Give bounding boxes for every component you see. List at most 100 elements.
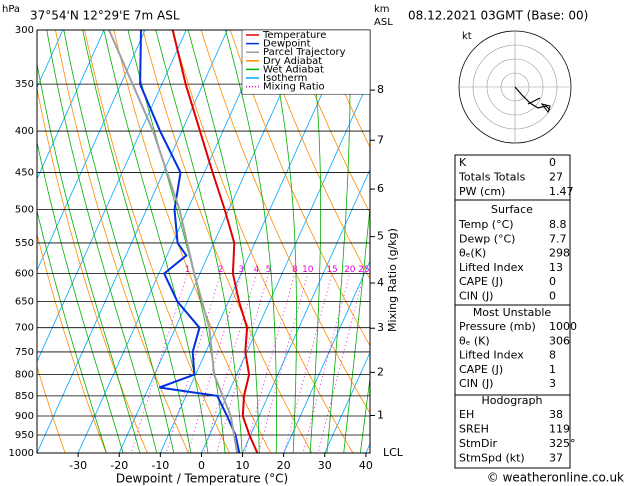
wet-adiabat <box>46 30 158 453</box>
isotherm <box>324 351 370 453</box>
table-label: CAPE (J) <box>459 363 503 376</box>
y-tick-label: 850 <box>15 391 34 402</box>
table-label: Dewp (°C) <box>459 232 515 245</box>
km-tick-label: 6 <box>377 182 384 195</box>
km-tick-label: 7 <box>377 133 384 146</box>
table-title: Most Unstable <box>473 306 552 319</box>
x-tick-label: 20 <box>277 459 291 472</box>
table-label: StmSpd (kt) <box>459 452 525 465</box>
isotherm <box>242 168 370 453</box>
background-lines <box>37 0 629 470</box>
dry-adiabat <box>84 30 231 453</box>
x-tick-label: 0 <box>198 459 205 472</box>
legend-label: Temperature <box>262 30 326 41</box>
isotherm <box>200 77 370 453</box>
wet-adiabat <box>359 375 370 453</box>
table-value: 37 <box>549 452 563 465</box>
mixing-ratio-label: 8 <box>292 265 298 275</box>
isotherm <box>37 30 105 180</box>
table-value: 38 <box>549 408 563 421</box>
isotherm <box>37 30 228 453</box>
x-tick-label: 10 <box>236 459 250 472</box>
table-label: Totals Totals <box>458 171 526 184</box>
mixing-ratio-line <box>187 273 242 453</box>
table-value: 13 <box>549 261 563 274</box>
table-label: Temp (°C) <box>458 218 514 231</box>
mixing-ratio-label: 20 <box>344 265 356 275</box>
table-label: θₑ(K) <box>459 247 486 260</box>
table-title: Hodograph <box>482 394 543 407</box>
table-label: StmDir <box>459 437 498 450</box>
table-title: Surface <box>491 203 533 216</box>
wet-adiabat <box>155 30 243 453</box>
table-box <box>454 394 571 469</box>
mixing-ratio-label: 2 <box>218 265 224 275</box>
wet-adiabat <box>103 30 209 453</box>
table-value: 1.47 <box>549 185 574 198</box>
legend-box <box>241 29 371 95</box>
table-value: 298 <box>549 247 570 260</box>
table-value: 7.7 <box>549 232 567 245</box>
pressure-unit: hPa <box>2 4 20 15</box>
x-tick-label: -10 <box>151 459 169 472</box>
legend-label: Dry Adiabat <box>263 56 322 67</box>
y-tick-label: 450 <box>15 167 34 178</box>
mixing-ratio-line <box>302 273 351 453</box>
x-tick-label: -20 <box>110 459 128 472</box>
table-label: K <box>459 156 467 169</box>
mixing-ratio-line <box>216 273 269 453</box>
table-value: 8.8 <box>549 218 567 231</box>
mixing-ratio-label: 15 <box>326 265 337 275</box>
mixing-ratio-line <box>130 273 188 453</box>
y-tick-label: 750 <box>15 347 34 358</box>
legend-label: Isotherm <box>263 73 307 84</box>
dry-adiabat <box>55 30 189 453</box>
mixing-ratio-line <box>283 273 333 453</box>
footer: © weatheronline.co.uk <box>487 471 624 485</box>
mixing-ratio-line <box>257 273 309 453</box>
isotherm <box>37 30 146 272</box>
profile-line <box>108 30 239 453</box>
km-tick-label: 5 <box>377 230 384 243</box>
x-tick-label: 30 <box>318 459 332 472</box>
y-tick-label: 400 <box>15 126 34 137</box>
y-tick-label: 1000 <box>9 448 34 459</box>
table-label: CIN (J) <box>459 377 493 390</box>
data-table: K 0 Totals Totals 27 PW (cm) 1.47 Surface Temp … <box>454 154 577 469</box>
table-label: SREH <box>459 423 489 436</box>
hodograph: kt <box>458 30 572 144</box>
table-label: CAPE (J) <box>459 275 503 288</box>
y-tick-label: 900 <box>15 411 34 422</box>
table-value: 8 <box>549 349 556 362</box>
table-value: 1 <box>549 363 556 376</box>
y-tick-label: 300 <box>15 25 34 36</box>
dry-adiabat <box>317 30 370 149</box>
table-value: 325° <box>549 437 576 450</box>
mixing-ratio-line <box>165 273 222 453</box>
km-tick-label: 8 <box>377 83 384 96</box>
profiles <box>108 30 259 453</box>
table-label: Lifted Index <box>459 349 524 362</box>
altitude-unit: km <box>374 4 390 15</box>
table-label: CIN (J) <box>459 290 493 303</box>
table-value: 0 <box>549 275 556 288</box>
table-label: Lifted Index <box>459 261 524 274</box>
y-tick-label: 500 <box>15 204 34 215</box>
table-value: 27 <box>549 171 563 184</box>
dry-adiabat <box>570 0 629 470</box>
mixing-ratio-line <box>317 273 365 453</box>
x-axis-title: Dewpoint / Temperature (°C) <box>116 472 288 486</box>
mixing-ratio-label: 25 <box>358 265 369 275</box>
y-tick-label: 350 <box>15 79 34 90</box>
dry-adiabat <box>597 0 629 470</box>
x-tick-label: -30 <box>69 459 87 472</box>
table-label: θₑ (K) <box>459 334 490 347</box>
mixing-ratio-label: 3 <box>238 265 244 275</box>
y-tick-label: 550 <box>15 238 34 249</box>
mixing-ratio-label: 1 <box>185 265 191 275</box>
lcl-label: LCL <box>383 446 404 459</box>
date: 08.12.2021 03GMT (Base: 00) <box>408 9 588 23</box>
location: 37°54'N 12°29'E 7m ASL <box>30 9 180 23</box>
legend-label: Mixing Ratio <box>263 82 325 93</box>
